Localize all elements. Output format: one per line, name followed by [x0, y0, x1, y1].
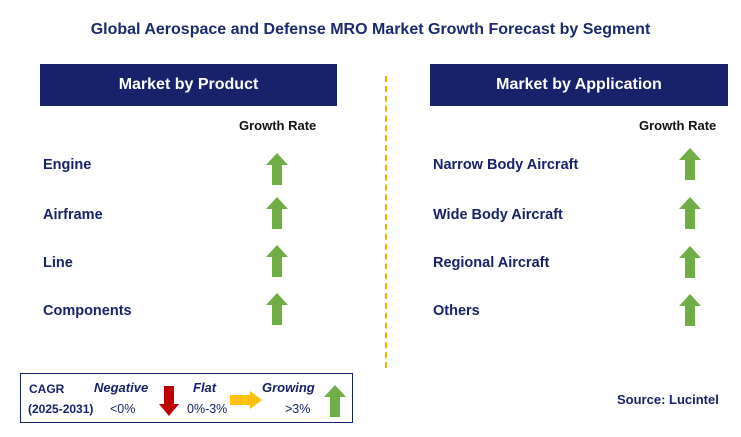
- source-label: Source: Lucintel: [617, 392, 719, 407]
- product-growth-rate-label: Growth Rate: [239, 118, 317, 133]
- product-item-line: Line: [43, 255, 73, 271]
- up-arrow-icon: [265, 152, 289, 186]
- legend-cagr-label: CAGR: [29, 382, 65, 396]
- application-item-others: Others: [433, 303, 480, 319]
- right-arrow-icon: [229, 390, 263, 410]
- up-arrow-icon: [323, 384, 347, 418]
- application-growth-rate-label: Growth Rate: [639, 118, 717, 133]
- legend-growing-range: >3%: [285, 402, 311, 416]
- legend-flat-range: 0%-3%: [187, 402, 228, 416]
- up-arrow-icon: [678, 245, 702, 279]
- legend-growing-label: Growing: [262, 380, 315, 395]
- product-item-engine: Engine: [43, 157, 92, 173]
- legend-period: (2025-2031): [28, 402, 94, 416]
- cagr-legend: [20, 373, 353, 423]
- product-item-components: Components: [43, 303, 132, 319]
- application-panel-header: Market by Application: [430, 64, 728, 106]
- page-title: Global Aerospace and Defense MRO Market …: [90, 21, 651, 38]
- up-arrow-icon: [678, 147, 702, 181]
- up-arrow-icon: [678, 196, 702, 230]
- panel-divider: [385, 76, 387, 368]
- down-arrow-icon: [158, 385, 180, 417]
- up-arrow-icon: [265, 244, 289, 278]
- application-item-regional: Regional Aircraft: [433, 255, 550, 271]
- legend-negative-label: Negative: [94, 380, 149, 395]
- up-arrow-icon: [678, 293, 702, 327]
- up-arrow-icon: [265, 196, 289, 230]
- up-arrow-icon: [265, 292, 289, 326]
- application-item-wide-body: Wide Body Aircraft: [433, 207, 563, 223]
- legend-negative-range: <0%: [110, 402, 136, 416]
- application-item-narrow-body: Narrow Body Aircraft: [433, 157, 579, 173]
- legend-flat-label: Flat: [193, 380, 217, 395]
- product-item-airframe: Airframe: [43, 207, 103, 223]
- product-panel-header: Market by Product: [40, 64, 337, 106]
